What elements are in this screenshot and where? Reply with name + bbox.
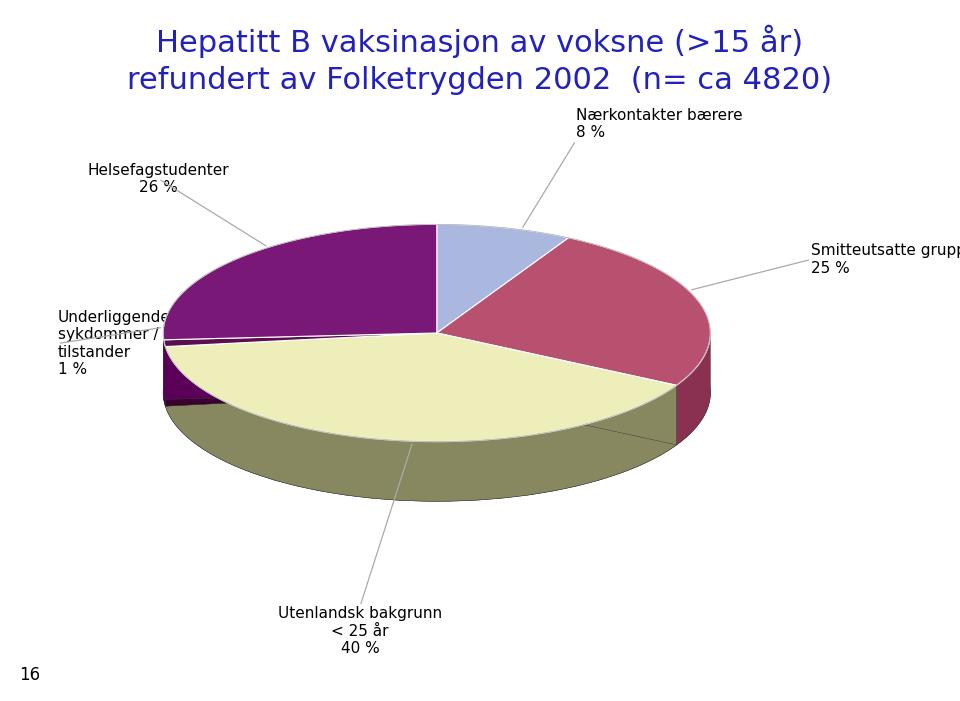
Text: 16: 16 <box>19 666 40 684</box>
Polygon shape <box>677 333 710 445</box>
Ellipse shape <box>163 284 710 501</box>
Text: Nærkontakter bærere
8 %: Nærkontakter bærere 8 % <box>576 108 743 140</box>
Text: Hepatitt B vaksinasjon av voksne (>15 år)
refundert av Folketrygden 2002  (n= ca: Hepatitt B vaksinasjon av voksne (>15 år… <box>128 25 832 95</box>
Polygon shape <box>164 333 437 400</box>
Polygon shape <box>163 224 437 340</box>
Polygon shape <box>165 333 437 406</box>
Polygon shape <box>164 333 437 346</box>
Polygon shape <box>437 333 677 445</box>
Text: Smitteutsatte grupper
25 %: Smitteutsatte grupper 25 % <box>811 243 960 275</box>
Polygon shape <box>437 333 677 445</box>
Polygon shape <box>165 346 677 501</box>
Polygon shape <box>437 224 568 333</box>
Polygon shape <box>165 333 677 442</box>
Polygon shape <box>165 333 437 406</box>
Polygon shape <box>437 238 710 386</box>
Text: Utenlandsk bakgrunn
< 25 år
40 %: Utenlandsk bakgrunn < 25 år 40 % <box>278 606 442 656</box>
Text: Helsefagstudenter
26 %: Helsefagstudenter 26 % <box>87 163 229 195</box>
Text: Underliggende
sykdommer /
tilstander
1 %: Underliggende sykdommer / tilstander 1 % <box>58 310 171 377</box>
Polygon shape <box>164 340 165 406</box>
Polygon shape <box>164 333 437 400</box>
